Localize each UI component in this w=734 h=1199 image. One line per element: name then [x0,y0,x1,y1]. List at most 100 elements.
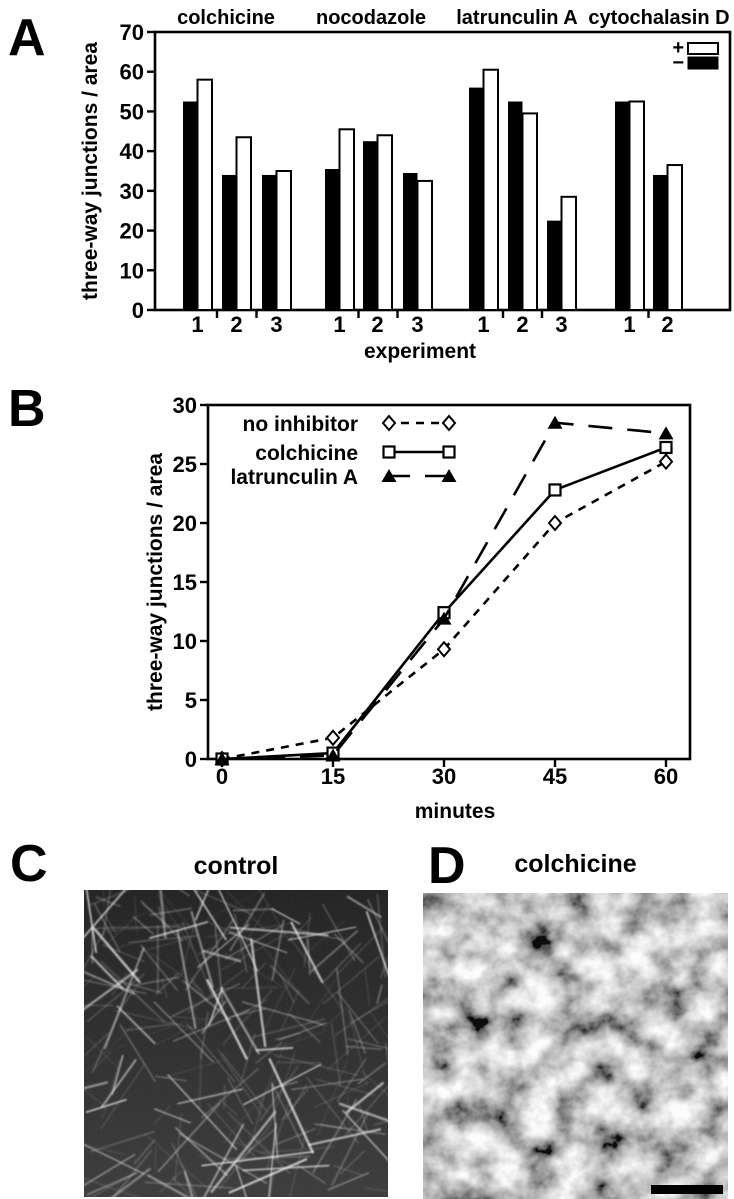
x-tick-label: 3 [270,312,282,337]
x-tick-label: 1 [191,312,203,337]
y-tick-label: 20 [120,219,144,244]
marker-diamond [441,414,457,432]
x-tick-label: 2 [230,312,242,337]
bar-plus [560,195,577,311]
marker-diamond [547,514,563,532]
x-tick-label: 60 [654,764,678,789]
x-tick-label: 30 [432,764,456,789]
y-tick-label: 30 [120,179,144,204]
y-axis-title: three-way junctions / area [144,453,167,711]
micrograph-colchicine-image [423,893,728,1199]
y-tick-label: 15 [173,570,197,595]
bar-plus [482,68,499,311]
marker-triangle [214,752,230,765]
y-axis-title: three-way junctions / area [79,42,102,300]
x-tick-label: 3 [411,312,423,337]
bar-plus [376,134,393,311]
x-axis-title: experiment [364,340,476,363]
marker-diamond [381,414,397,432]
y-tick-label: 20 [173,511,197,536]
legend-minus-label: − [672,52,684,74]
legend-label: colchicine [255,442,358,465]
y-tick-label: 10 [120,258,144,283]
marker-triangle [547,415,563,429]
bar-plus [416,179,433,311]
marker-triangle [436,611,452,625]
bar-minus [183,101,198,310]
y-tick-label: 70 [120,20,144,45]
marker-square [659,440,673,455]
bar-plus [235,136,252,311]
bar-minus [508,101,523,310]
y-tick-label: 0 [132,298,144,323]
marker-triangle [441,469,457,482]
series-line-colchicine [221,446,667,761]
marker-triangle [658,426,674,440]
micrograph-c-title: control [193,852,279,880]
marker-diamond [325,729,341,747]
micrograph-d-title: colchicine [514,850,637,878]
legend-plus-label: + [672,37,684,59]
legend-label: no inhibitor [243,413,358,436]
drug-group-title: nocodazole [316,7,426,29]
x-tick-label: 2 [371,312,383,337]
y-tick-label: 40 [120,139,144,164]
x-tick-label: 2 [516,312,528,337]
panel-b-letter: B [8,380,46,438]
bar-minus [403,172,418,310]
bar-minus [325,169,340,310]
marker-diamond [658,453,674,471]
legend-minus-swatch [687,56,719,70]
x-tick-label: 3 [555,312,567,337]
x-tick-label: 1 [333,312,345,337]
x-tick-label: 0 [216,764,228,789]
bar-minus [363,141,378,310]
drug-group-title: colchicine [177,7,275,29]
marker-diamond [436,640,452,658]
film-grain-overlay [84,890,388,1197]
x-tick-label: 15 [321,764,345,789]
bar-plus [628,100,645,311]
x-tick-label: 45 [543,764,567,789]
x-tick-label: 1 [623,312,635,337]
y-tick-label: 25 [173,452,197,477]
y-tick-label: 60 [120,60,144,85]
bar-plus [666,164,683,311]
y-tick-label: 0 [185,747,197,772]
bar-plus [338,128,355,311]
y-tick-label: 30 [173,393,197,418]
marker-triangle [325,748,341,762]
bar-plus [275,170,292,311]
y-tick-label: 5 [185,688,197,713]
legend-plus-swatch [687,42,719,55]
bar-minus [222,174,237,310]
bar-chart-panel-a: 0 10 20 30 40 50 60 70 colchicine 1 2 3 nocodazole 1 2… [79,7,732,363]
y-tick-label: 50 [120,99,144,124]
bar-minus [653,174,668,310]
line-chart-panel-b: 0 5 10 15 20 25 30 0 15 30 45 60 minutes three-way ju… [144,393,692,823]
micrograph-control-image [84,890,388,1197]
film-grain-overlay [423,893,728,1199]
panel-d-letter: D [428,837,466,895]
plot-frame [153,30,732,312]
y-tick-label: 10 [173,629,197,654]
bar-plus [196,78,213,311]
drug-group-title: cytochalasin D [588,7,729,29]
scale-bar [651,1185,723,1194]
legend-label: latrunculin A [230,466,358,489]
x-tick-label: 1 [477,312,489,337]
bar-minus [547,220,562,310]
series-line-no-inhibitor [221,460,667,761]
x-tick-label: 2 [661,312,673,337]
x-axis-title: minutes [415,800,496,823]
bar-minus [615,101,630,310]
marker-triangle [381,469,397,482]
panel-c-letter: C [10,835,48,893]
bar-minus [469,87,484,310]
marker-square [382,445,396,459]
bar-plus [521,112,538,311]
bar-minus [262,174,277,310]
panel-a-letter: A [8,9,46,67]
drug-group-title: latrunculin A [456,7,577,29]
marker-square [548,483,562,497]
